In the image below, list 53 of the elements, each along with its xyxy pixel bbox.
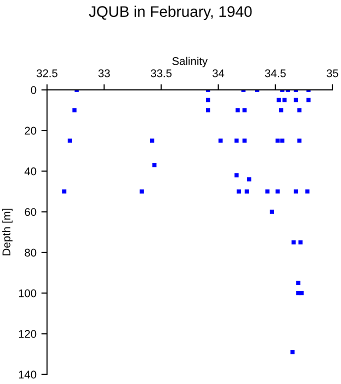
point	[68, 138, 72, 143]
y-tick-label: 100	[18, 289, 36, 298]
point	[297, 138, 302, 143]
x-tick-label: 35	[326, 69, 338, 78]
x-axis-title: Salinity	[172, 56, 208, 68]
point	[140, 189, 144, 194]
point	[276, 98, 281, 102]
point	[306, 98, 311, 102]
point	[279, 108, 284, 112]
point	[150, 138, 154, 143]
point	[282, 98, 287, 102]
y-tick-label: 20	[24, 126, 36, 135]
point	[234, 138, 239, 143]
point	[234, 173, 239, 178]
point	[290, 350, 295, 354]
point	[218, 138, 223, 143]
point	[236, 108, 240, 112]
point	[298, 240, 303, 244]
y-tick-label: 40	[24, 167, 36, 176]
point	[242, 108, 247, 112]
point	[292, 240, 296, 244]
point	[297, 108, 302, 112]
point	[62, 189, 66, 194]
x-tick-label: 33	[98, 69, 110, 78]
y-tick-label: 60	[24, 208, 36, 216]
y-axis-title: Depth [m]	[2, 208, 13, 256]
x-tick-label: 34.5	[265, 69, 286, 78]
point	[265, 189, 270, 194]
point	[270, 210, 274, 214]
point	[236, 189, 241, 194]
point	[72, 108, 77, 112]
chart-title: JQUB in February, 1940	[88, 6, 252, 20]
point	[305, 189, 310, 194]
x-tick-label: 34	[212, 69, 224, 78]
point	[276, 189, 280, 194]
point	[206, 98, 210, 102]
point	[300, 291, 304, 296]
point	[206, 108, 210, 112]
y-tick-label: 80	[24, 248, 36, 257]
point	[242, 138, 247, 143]
y-tick-label: 120	[18, 330, 36, 338]
point	[294, 98, 298, 102]
point	[244, 189, 249, 194]
point	[294, 189, 298, 194]
point	[276, 138, 280, 143]
x-tick-label: 32.5	[36, 69, 58, 78]
x-tick-label: 33.5	[150, 69, 172, 78]
point	[152, 162, 156, 168]
point	[280, 138, 284, 143]
point	[296, 280, 300, 286]
y-tick-label: 0	[30, 86, 36, 94]
y-tick-label: 140	[18, 370, 36, 379]
point	[247, 177, 252, 182]
